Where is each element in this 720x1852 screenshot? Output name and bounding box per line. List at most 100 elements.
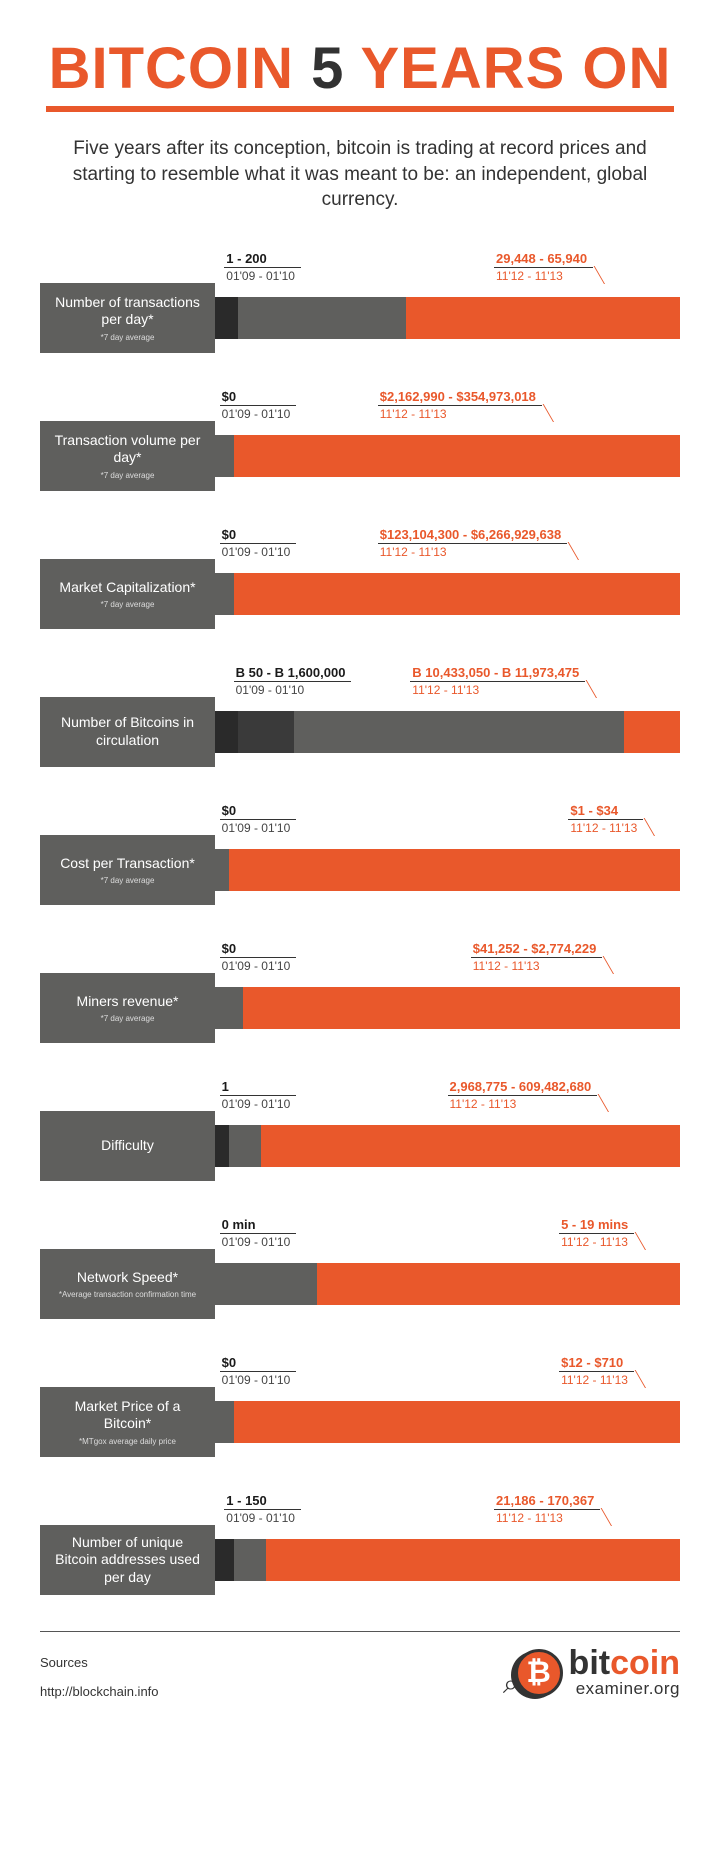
- brand-text: bitcoin examiner.org: [569, 1648, 680, 1699]
- metric-name: Cost per Transaction*: [60, 855, 195, 873]
- early-period: 01'09 - 01'10: [220, 1372, 297, 1387]
- early-period: 01'09 - 01'10: [220, 1096, 297, 1111]
- metric-note: *7 day average: [101, 471, 155, 480]
- source-url: http://blockchain.info: [40, 1684, 159, 1699]
- late-period: 11'12 - 11'13: [378, 406, 453, 421]
- metric-bar: [215, 1125, 680, 1167]
- bar-segment-grey: [238, 297, 405, 339]
- metric-row: $001'09 - 01'10$1 - $3411'12 - 11'13Cost…: [40, 803, 680, 905]
- early-period: 01'09 - 01'10: [220, 544, 297, 559]
- metric-labels: $001'09 - 01'10$1 - $3411'12 - 11'13: [215, 803, 680, 835]
- metrics-container: 1 - 200 01'09 - 01'10 29,448 - 65,940 11'12…: [40, 251, 680, 1595]
- bar-segment-orange: [234, 1401, 680, 1443]
- bar-segment-orange: [234, 573, 680, 615]
- bar-segment-grey: [294, 711, 624, 753]
- metric-labels: B 50 - B 1,600,00001'09 - 01'10B 10,433,…: [215, 665, 680, 697]
- metric-bar: [215, 435, 680, 477]
- late-period: 11'12 - 11'13: [494, 1510, 569, 1525]
- metric-bar-row: Number of unique Bitcoin addresses used …: [40, 1525, 680, 1595]
- bar-segment-orange: [624, 711, 680, 753]
- late-period: 11'12 - 11'13: [410, 682, 485, 697]
- metric-bar-row: Number of Bitcoins in circulation: [40, 697, 680, 767]
- metric-late-label: 21,186 - 170,36711'12 - 11'13: [494, 1493, 600, 1525]
- bar-segment-black: [215, 1125, 229, 1167]
- metric-name: Number of Bitcoins in circulation: [50, 714, 205, 749]
- metric-name: Transaction volume per day*: [50, 432, 205, 467]
- metric-bar-row: Cost per Transaction**7 day average: [40, 835, 680, 905]
- bar-segment-orange: [229, 849, 680, 891]
- early-period: 01'09 - 01'10: [220, 820, 297, 835]
- page-title: BITCOIN 5 YEARS ON: [40, 40, 680, 98]
- metric-bar: [215, 573, 680, 615]
- metric-late-label: $12 - $71011'12 - 11'13: [559, 1355, 634, 1387]
- bar-segment-black: [215, 711, 238, 753]
- logo-bit: bit: [569, 1644, 611, 1682]
- logo-tagline: examiner.org: [569, 1679, 680, 1699]
- metric-name: Miners revenue*: [77, 993, 179, 1011]
- metric-namebox: Miners revenue**7 day average: [40, 973, 215, 1043]
- metric-row: 1 - 15001'09 - 01'10 21,186 - 170,36711'1…: [40, 1493, 680, 1595]
- metric-late-label: B 10,433,050 - B 11,973,47511'12 - 11'13: [410, 665, 585, 697]
- bar-segment-orange: [261, 1125, 680, 1167]
- early-value: 1 - 200: [224, 251, 301, 268]
- title-underline: [46, 106, 674, 112]
- metric-early-label: $001'09 - 01'10: [220, 527, 297, 559]
- late-value: 2,968,775 - 609,482,680: [448, 1079, 598, 1096]
- early-period: 01'09 - 01'10: [224, 1510, 301, 1525]
- bar-segment-grey: [215, 1263, 317, 1305]
- late-value: 29,448 - 65,940: [494, 251, 593, 268]
- bar-segment-orange: [243, 987, 680, 1029]
- late-value: $123,104,300 - $6,266,929,638: [378, 527, 567, 544]
- metric-labels: $001'09 - 01'10 $12 - $71011'12 - 11'13: [215, 1355, 680, 1387]
- metric-early-label: $001'09 - 01'10: [220, 389, 297, 421]
- bar-segment-orange: [266, 1539, 680, 1581]
- metric-namebox: Transaction volume per day* *7 day averag…: [40, 421, 215, 491]
- metric-note: *7 day average: [101, 333, 155, 342]
- metric-early-label: $001'09 - 01'10: [220, 1355, 297, 1387]
- metric-bar: [215, 711, 680, 753]
- early-period: 01'09 - 01'10: [220, 406, 297, 421]
- bar-segment-black: [238, 711, 294, 753]
- bar-segment-black: [215, 297, 238, 339]
- bar-segment-grey: [215, 987, 243, 1029]
- metric-namebox: Market Price of a Bitcoin**MTgox average…: [40, 1387, 215, 1457]
- metric-namebox: Number of unique Bitcoin addresses used …: [40, 1525, 215, 1595]
- metric-early-label: $001'09 - 01'10: [220, 941, 297, 973]
- late-period: 11'12 - 11'13: [378, 544, 453, 559]
- bitcoin-icon: ₿: [515, 1649, 563, 1697]
- late-period: 11'12 - 11'13: [568, 820, 643, 835]
- metric-labels: 0 min01'09 - 01'105 - 19 mins11'12 - 11'…: [215, 1217, 680, 1249]
- sources-label: Sources: [40, 1655, 159, 1670]
- metric-row: $001'09 - 01'10$41,252 - $2,774,22911'12…: [40, 941, 680, 1043]
- bar-segment-grey: [215, 849, 229, 891]
- metric-late-label: 5 - 19 mins11'12 - 11'13: [559, 1217, 634, 1249]
- bar-segment-black: [215, 1539, 234, 1581]
- late-value: B 10,433,050 - B 11,973,475: [410, 665, 585, 682]
- metric-early-label: 1 - 15001'09 - 01'10: [224, 1493, 301, 1525]
- metric-late-label: $1 - $3411'12 - 11'13: [568, 803, 643, 835]
- early-period: 01'09 - 01'10: [220, 958, 297, 973]
- late-value: $2,162,990 - $354,973,018: [378, 389, 542, 406]
- bar-segment-grey: [234, 1539, 267, 1581]
- late-value: 21,186 - 170,367: [494, 1493, 600, 1510]
- early-value: $0: [220, 527, 297, 544]
- metric-namebox: Market Capitalization**7 day average: [40, 559, 215, 629]
- bar-segment-orange: [406, 297, 680, 339]
- late-period: 11'12 - 11'13: [448, 1096, 523, 1111]
- early-value: B 50 - B 1,600,000: [234, 665, 352, 682]
- early-value: $0: [220, 1355, 297, 1372]
- metric-name: Network Speed*: [77, 1269, 178, 1287]
- metric-bar: [215, 297, 680, 339]
- bar-segment-grey: [215, 435, 234, 477]
- early-value: 1 - 150: [224, 1493, 301, 1510]
- metric-bar: [215, 1539, 680, 1581]
- metric-bar-row: Transaction volume per day* *7 day averag…: [40, 421, 680, 491]
- metric-name: Market Capitalization*: [59, 579, 195, 597]
- metric-namebox: Number of transactions per day**7 day av…: [40, 283, 215, 353]
- metric-bar-row: Difficulty: [40, 1111, 680, 1181]
- metric-bar-row: Network Speed**Average transaction confi…: [40, 1249, 680, 1319]
- metric-row: B 50 - B 1,600,00001'09 - 01'10B 10,433,…: [40, 665, 680, 767]
- metric-early-label: 101'09 - 01'10: [220, 1079, 297, 1111]
- metric-labels: $001'09 - 01'10 $2,162,990 - $354,973,018…: [215, 389, 680, 421]
- metric-bar-row: Miners revenue**7 day average: [40, 973, 680, 1043]
